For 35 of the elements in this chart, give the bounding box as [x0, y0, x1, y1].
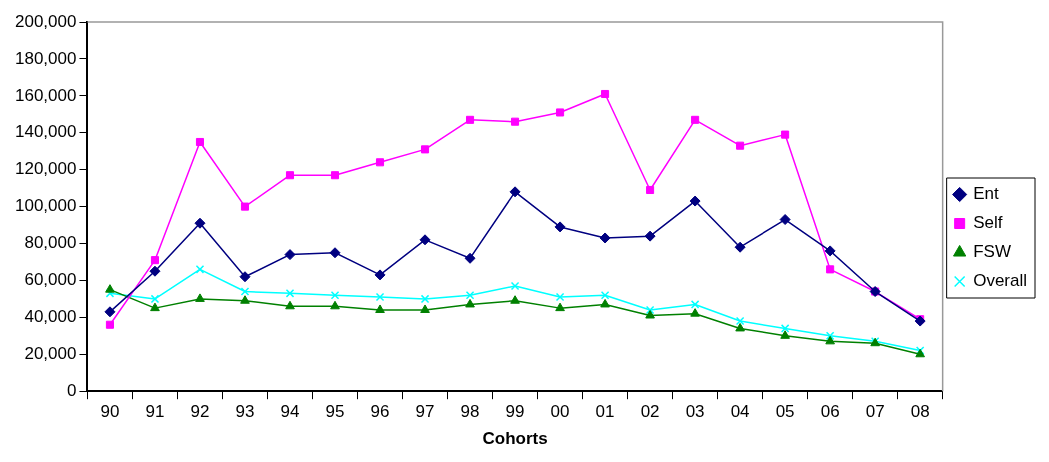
x-tick-label: 93: [235, 402, 255, 422]
y-tick-label: 40,000: [24, 307, 77, 327]
y-tick-label: 120,000: [15, 159, 77, 179]
y-tick-label: 80,000: [24, 233, 77, 253]
x-tick-label: 01: [595, 402, 615, 422]
x-tick-label: 94: [280, 402, 300, 422]
y-tick-label: 20,000: [24, 343, 77, 363]
x-tick-label: 00: [550, 402, 570, 422]
x-tick-label: 08: [910, 402, 930, 422]
x-tick-label: 06: [820, 402, 840, 422]
x-tick-label: 90: [100, 402, 120, 422]
x-tick-label: 98: [460, 402, 480, 422]
x-axis-title: Cohorts: [482, 429, 548, 449]
y-tick-label: 140,000: [15, 122, 77, 142]
x-tick-label: 96: [370, 402, 390, 422]
y-tick-label: 0: [66, 380, 77, 400]
legend-label: Self: [973, 213, 1003, 233]
y-tick-label: 60,000: [24, 270, 77, 290]
x-tick-label: 03: [685, 402, 705, 422]
x-tick-label: 91: [145, 402, 165, 422]
legend-label: FSW: [973, 242, 1011, 262]
x-tick-label: 95: [325, 402, 345, 422]
legend-label: Overall: [973, 271, 1028, 291]
x-tick-label: 92: [190, 402, 210, 422]
legend-label: Ent: [973, 184, 999, 204]
y-tick-label: 100,000: [15, 196, 77, 216]
x-tick-label: 04: [730, 402, 750, 422]
x-tick-label: 97: [415, 402, 435, 422]
x-tick-label: 05: [775, 402, 795, 422]
y-tick-label: 180,000: [15, 48, 77, 68]
x-tick-label: 99: [505, 402, 525, 422]
x-tick-label: 02: [640, 402, 660, 422]
y-tick-label: 200,000: [15, 11, 77, 31]
y-tick-label: 160,000: [15, 85, 77, 105]
x-tick-label: 07: [865, 402, 885, 422]
